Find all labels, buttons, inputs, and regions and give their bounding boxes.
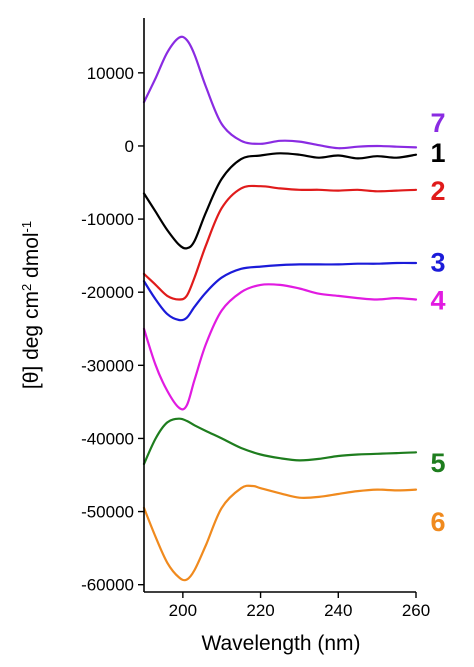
series-label-6: 6 [430, 507, 445, 537]
series-label-4: 4 [430, 286, 445, 316]
series-label-7: 7 [430, 108, 445, 138]
series-line-4 [142, 283, 418, 411]
x-tick-label: 220 [246, 601, 274, 620]
y-tick-label: -30000 [81, 356, 134, 375]
x-axis-title: Wavelength (nm) [201, 632, 360, 655]
series-label-1: 1 [430, 138, 445, 168]
series-line-3 [142, 261, 418, 322]
x-tick-label: 200 [169, 601, 197, 620]
y-tick-label: -50000 [81, 503, 134, 522]
y-axis-title-sup1: 2 [19, 284, 34, 291]
axes-layer [143, 18, 416, 593]
y-tick-label: 0 [125, 137, 134, 156]
y-tick-label: 10000 [87, 64, 134, 83]
y-axis-title-sup2: -1 [19, 221, 34, 233]
x-tick-label: 240 [324, 601, 352, 620]
series-line-1 [142, 152, 418, 250]
y-axis-title: [θ] deg cm2 dmol-1 [19, 221, 44, 389]
series-label-3: 3 [430, 247, 445, 277]
ticks-layer: 200 220 240 260 10000 0 -10000 -20000 -30000 -400… [81, 64, 430, 620]
series-line-5 [142, 417, 418, 466]
series-label-2: 2 [430, 176, 445, 206]
x-tick-label: 260 [402, 601, 430, 620]
y-tick-label: -40000 [81, 429, 134, 448]
series-line-7 [142, 35, 418, 150]
series-layer [142, 35, 418, 582]
y-tick-label: -10000 [81, 210, 134, 229]
series-labels: 71 2 3 4 5 6 [430, 108, 445, 537]
y-tick-label: -20000 [81, 283, 134, 302]
y-axis-title-mid: dmol [20, 232, 43, 283]
series-line-2 [142, 184, 418, 301]
y-tick-label: -60000 [81, 576, 134, 595]
series-label-5: 5 [430, 448, 445, 478]
y-axis-title-main: [θ] deg cm [20, 291, 43, 389]
series-line-6 [142, 484, 418, 582]
